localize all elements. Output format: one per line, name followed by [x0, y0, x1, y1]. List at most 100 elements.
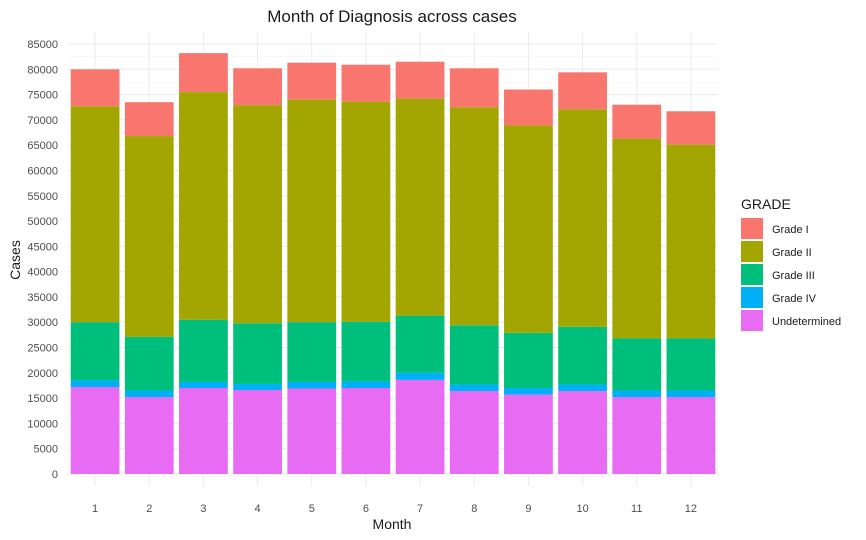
legend-label: Grade I — [772, 224, 809, 236]
bar-segment — [233, 323, 282, 384]
bar-segment — [124, 390, 174, 398]
bar-segment — [612, 390, 662, 398]
y-tick-label: 20000 — [27, 368, 58, 380]
bar-segment — [233, 68, 282, 106]
bar-segment — [179, 381, 228, 388]
y-tick-label: 0 — [52, 469, 58, 481]
bar-segment — [395, 379, 445, 474]
bar-segment — [395, 315, 445, 373]
y-tick-label: 65000 — [27, 140, 58, 152]
bar-segment — [504, 388, 553, 395]
bar-segment — [612, 104, 662, 139]
bar-segment — [287, 322, 337, 382]
bar-segment — [341, 321, 391, 382]
x-axis-ticks: 1 2 3 4 5 6 7 8 9 10 11 12 — [92, 503, 697, 515]
bar-segment — [449, 325, 499, 385]
bar-segment — [612, 138, 662, 339]
y-tick-label: 70000 — [27, 115, 58, 127]
bar-segment — [287, 388, 337, 474]
x-tick-label: 3 — [200, 503, 206, 515]
bar-segment — [233, 390, 282, 474]
y-tick-label: 40000 — [27, 267, 58, 279]
x-tick-label: 6 — [363, 503, 369, 515]
bar-segment — [666, 397, 716, 474]
bar-segment — [666, 111, 716, 145]
legend-swatch — [741, 287, 763, 308]
x-tick-label: 4 — [255, 503, 261, 515]
bar-segment — [666, 144, 716, 339]
bar-segment — [395, 98, 445, 316]
y-tick-label: 85000 — [27, 39, 58, 51]
bar-segment — [558, 72, 607, 110]
legend-label: Grade II — [772, 247, 812, 259]
legend-swatch — [741, 241, 763, 262]
bar-segment — [70, 322, 120, 381]
bar-segment — [449, 384, 499, 392]
bar-segment — [179, 53, 228, 93]
bar-segment — [124, 336, 174, 391]
bar-segment — [70, 386, 120, 474]
bar-segment — [287, 62, 337, 100]
bar-segment — [287, 99, 337, 323]
bar-segment — [124, 397, 174, 474]
chart-title: Month of Diagnosis across cases — [267, 7, 516, 26]
y-tick-label: 5000 — [34, 444, 58, 456]
legend-label: Undetermined — [772, 316, 841, 328]
bar-segment — [124, 102, 174, 137]
y-tick-label: 25000 — [27, 343, 58, 355]
bar-segment — [341, 388, 391, 474]
bar-segment — [70, 380, 120, 387]
y-tick-label: 10000 — [27, 418, 58, 430]
legend-swatch — [741, 310, 763, 331]
bar-segment — [395, 372, 445, 380]
bar-segment — [504, 332, 553, 388]
y-tick-label: 45000 — [27, 241, 58, 253]
x-tick-label: 12 — [685, 503, 697, 515]
y-tick-label: 30000 — [27, 317, 58, 329]
legend-label: Grade III — [772, 270, 815, 282]
bar-segment — [449, 107, 499, 326]
legend-title: GRADE — [741, 196, 791, 212]
bar-segment — [504, 89, 553, 126]
legend-label: Grade IV — [772, 293, 817, 305]
y-tick-label: 15000 — [27, 393, 58, 405]
bar-segment — [124, 136, 174, 337]
bar-segment — [179, 319, 228, 382]
x-tick-label: 11 — [631, 503, 642, 515]
x-axis-title: Month — [373, 516, 412, 532]
y-tick-label: 50000 — [27, 216, 58, 228]
bar-segment — [341, 101, 391, 322]
bar-segment — [504, 125, 553, 333]
x-tick-label: 2 — [146, 503, 152, 515]
y-axis-ticks: 0 5000 10000 15000 20000 25000 30000 35000 40000… — [27, 39, 58, 481]
bar-segment — [179, 92, 228, 320]
bar-segment — [233, 105, 282, 324]
bar-segment — [504, 394, 553, 474]
legend: GRADE Grade I Grade II Grade III Grade IV Un… — [741, 196, 841, 331]
y-tick-label: 60000 — [27, 165, 58, 177]
bar-segment — [612, 338, 662, 391]
bar-segment — [70, 69, 120, 107]
y-tick-label: 35000 — [27, 292, 58, 304]
legend-swatch — [741, 264, 763, 285]
bar-segment — [612, 397, 662, 474]
bar-segment — [449, 68, 499, 108]
bar-segment — [558, 391, 607, 474]
bar-segment — [179, 388, 228, 474]
bar-segment — [233, 383, 282, 391]
x-tick-label: 8 — [471, 503, 477, 515]
x-tick-label: 1 — [92, 503, 98, 515]
bar-segment — [449, 391, 499, 474]
x-tick-label: 7 — [417, 503, 423, 515]
y-tick-label: 55000 — [27, 191, 58, 203]
bar-segment — [558, 326, 607, 385]
x-tick-label: 9 — [525, 503, 531, 515]
x-tick-label: 5 — [309, 503, 315, 515]
bars — [70, 53, 716, 474]
x-tick-label: 10 — [576, 503, 588, 515]
y-tick-label: 75000 — [27, 90, 58, 102]
bar-segment — [341, 64, 391, 102]
bar-segment — [558, 109, 607, 327]
bar-segment — [666, 390, 716, 398]
